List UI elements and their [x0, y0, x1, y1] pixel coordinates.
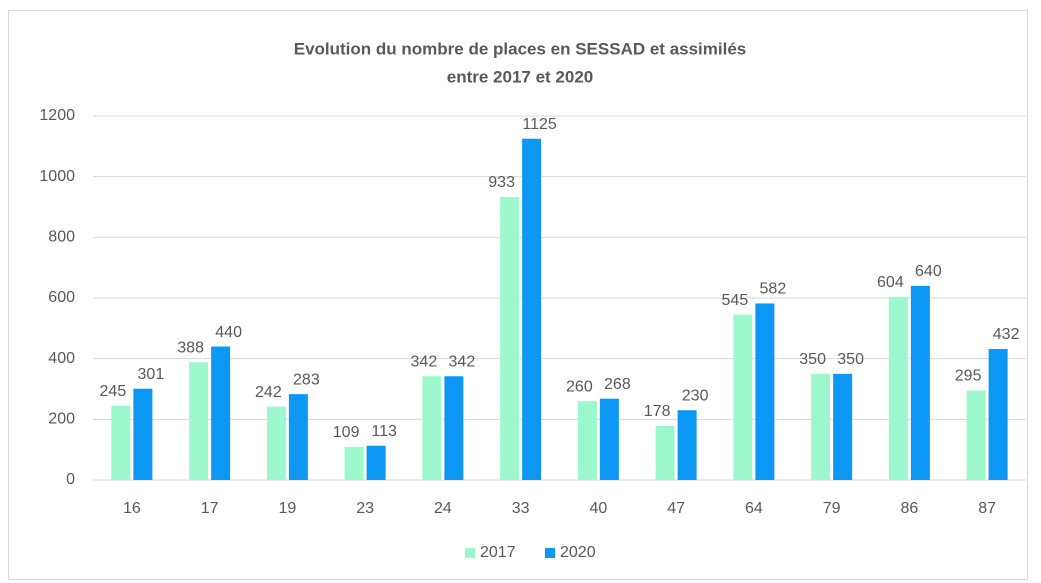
- bar: [422, 376, 442, 480]
- y-tick-label: 1000: [39, 168, 75, 185]
- x-tick-label: 87: [978, 500, 996, 517]
- data-label: 178: [644, 403, 671, 420]
- bar: [189, 362, 209, 480]
- bar: [655, 426, 675, 480]
- bar: [677, 410, 697, 480]
- data-label: 350: [799, 351, 826, 368]
- x-tick-label: 47: [667, 500, 685, 517]
- data-label: 342: [411, 353, 438, 370]
- bar: [833, 373, 853, 480]
- y-tick-label: 0: [66, 471, 75, 488]
- data-label: 545: [722, 292, 749, 309]
- data-label: 640: [915, 263, 942, 280]
- data-label: 604: [877, 274, 904, 291]
- legend-label: 2017: [480, 544, 516, 561]
- data-label: 295: [955, 368, 982, 385]
- data-label: 388: [177, 340, 204, 357]
- data-label: 242: [255, 384, 282, 401]
- data-label: 109: [333, 424, 360, 441]
- data-label: 268: [604, 376, 631, 393]
- x-tick-label: 79: [823, 500, 841, 517]
- data-label: 260: [566, 378, 593, 395]
- x-tick-label: 19: [278, 500, 296, 517]
- data-label: 582: [760, 281, 787, 298]
- data-label: 350: [837, 351, 864, 368]
- bar: [910, 285, 930, 480]
- data-label: 245: [100, 383, 127, 400]
- chart-title: Evolution du nombre de places en SESSAD …: [294, 39, 747, 58]
- bar: [344, 446, 364, 480]
- bar: [444, 376, 464, 480]
- data-label: 933: [488, 174, 515, 191]
- legend-swatch: [465, 548, 475, 558]
- chart-title: entre 2017 et 2020: [447, 67, 594, 86]
- bar: [111, 405, 131, 480]
- bar: [577, 401, 597, 480]
- bar: [522, 138, 542, 480]
- bar: [733, 314, 753, 480]
- data-label: 342: [449, 353, 476, 370]
- data-label: 230: [682, 387, 709, 404]
- x-tick-label: 23: [356, 500, 374, 517]
- y-tick-label: 1200: [39, 107, 75, 124]
- bar: [755, 303, 775, 480]
- data-label: 432: [993, 326, 1020, 343]
- data-label: 301: [138, 366, 165, 383]
- bar: [966, 390, 986, 480]
- bar: [288, 394, 308, 480]
- bar: [811, 373, 831, 480]
- bar: [988, 348, 1008, 480]
- x-tick-label: 40: [589, 500, 607, 517]
- data-label: 113: [371, 423, 397, 440]
- data-label: 1125: [522, 116, 557, 133]
- bar: [133, 388, 153, 480]
- bar: [266, 406, 286, 480]
- x-tick-label: 17: [201, 500, 219, 517]
- y-tick-label: 800: [48, 229, 75, 246]
- bar: [599, 398, 619, 480]
- bar: [888, 296, 908, 480]
- x-tick-label: 16: [123, 500, 141, 517]
- data-label: 440: [215, 324, 242, 341]
- y-tick-label: 600: [48, 289, 75, 306]
- data-label: 283: [293, 371, 320, 388]
- x-tick-label: 24: [434, 500, 452, 517]
- bar: [211, 346, 231, 480]
- y-tick-label: 400: [48, 350, 75, 367]
- x-tick-label: 33: [512, 500, 530, 517]
- bar: [500, 196, 520, 481]
- y-tick-label: 200: [48, 411, 75, 428]
- x-tick-label: 86: [900, 500, 918, 517]
- legend-swatch: [545, 548, 555, 558]
- bar: [366, 445, 386, 480]
- legend-label: 2020: [560, 544, 596, 561]
- x-tick-label: 64: [745, 500, 763, 517]
